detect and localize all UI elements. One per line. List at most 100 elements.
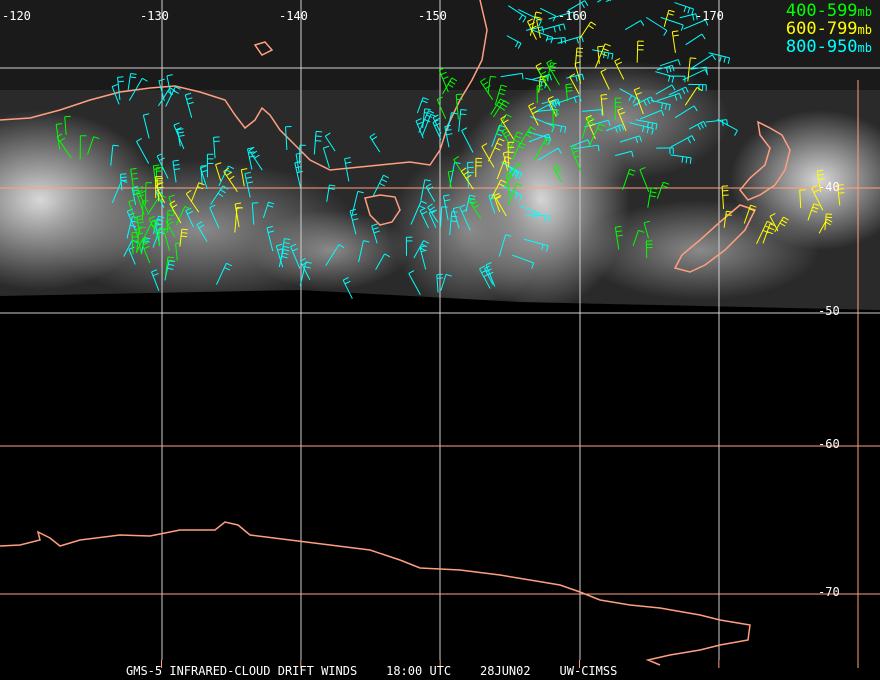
- wind-barb: [467, 162, 469, 188]
- wind-barb-flag: [687, 7, 691, 14]
- wind-barb-flag: [352, 218, 359, 221]
- wind-barb: [668, 86, 686, 96]
- wind-barb-flag: [541, 244, 544, 251]
- wind-barb-flag: [527, 18, 534, 22]
- wind-barb-flag: [246, 181, 253, 184]
- wind-barb: [490, 98, 501, 115]
- wind-barb: [588, 123, 601, 147]
- wind-barb-flag: [290, 243, 297, 247]
- wind-barb-flag: [421, 243, 428, 248]
- wind-barb-flag: [186, 97, 193, 100]
- wind-barb-flag: [701, 33, 706, 40]
- wind-barb-flag: [646, 127, 650, 134]
- wind-barb-flag: [481, 269, 488, 274]
- wind-barb: [743, 205, 752, 224]
- wind-barb-flag: [369, 133, 376, 138]
- wind-barb-flag: [705, 19, 709, 26]
- wind-barb: [130, 169, 135, 195]
- wind-barb-flag: [173, 122, 180, 126]
- wind-barb-flag: [643, 220, 651, 224]
- wind-barb-flag: [469, 197, 475, 202]
- wind-barb-flag: [155, 182, 162, 187]
- wind-barb-flag: [449, 80, 456, 85]
- wind-barb-flag: [167, 221, 174, 225]
- wind-barb-flag: [667, 75, 671, 82]
- wind-barb-flag: [503, 130, 510, 135]
- wind-barb: [539, 7, 556, 17]
- wind-barb-flag: [143, 240, 150, 243]
- wind-barb: [518, 8, 542, 22]
- wind-barb-flag: [505, 113, 512, 118]
- wind-barb-flag: [515, 173, 520, 179]
- wind-barb: [617, 110, 627, 131]
- wind-barb-flag: [152, 273, 159, 277]
- wind-barb-flag: [639, 166, 646, 171]
- wind-barb: [240, 169, 245, 187]
- wind-barb-flag: [372, 227, 379, 230]
- wind-barb: [721, 186, 725, 210]
- wind-barb-flag: [168, 263, 175, 267]
- wind-barb-flag: [473, 204, 480, 209]
- wind-barb: [285, 126, 288, 151]
- wind-barb-flag: [442, 76, 449, 80]
- wind-barb-flag: [137, 218, 144, 221]
- wind-barb-flag: [628, 172, 635, 176]
- wind-barb-flag: [282, 252, 289, 255]
- wind-barb-flag: [496, 142, 503, 147]
- wind-barb-flag: [453, 155, 460, 161]
- wind-barb-flag: [181, 228, 188, 231]
- wind-barb: [547, 62, 552, 81]
- lon-label: -120: [2, 9, 31, 23]
- wind-barb-flag: [552, 102, 557, 109]
- wind-barb-flag: [292, 248, 299, 252]
- wind-barb: [523, 238, 549, 247]
- wind-barb: [295, 153, 300, 173]
- wind-barb-flag: [461, 167, 467, 172]
- wind-barb: [447, 171, 452, 188]
- wind-barb-flag: [557, 147, 562, 154]
- wind-barb-flag: [750, 204, 757, 208]
- wind-barb-flag: [564, 126, 567, 133]
- wind-barb-flag: [417, 121, 424, 125]
- caption-product: GMS-5 INFRARED-CLOUD DRIFT WINDS: [126, 664, 358, 678]
- wind-barb-flag: [695, 13, 698, 20]
- wind-barb: [136, 226, 140, 253]
- wind-barb: [410, 200, 422, 225]
- wind-barb: [447, 112, 453, 131]
- wind-barb-flag: [534, 16, 541, 19]
- wind-barb: [605, 124, 622, 132]
- wind-barb-flag: [304, 266, 311, 269]
- wind-barb-flag: [420, 200, 427, 204]
- wind-barb-flag: [616, 61, 623, 66]
- wind-barb: [442, 77, 453, 95]
- wind-barb: [643, 222, 649, 239]
- wind-barb-flag: [284, 238, 291, 241]
- wind-barb: [136, 141, 150, 164]
- wind-barb-flag: [813, 189, 820, 194]
- wind-barb-flag: [499, 88, 506, 92]
- wind-barb-flag: [498, 138, 505, 142]
- wind-barb: [442, 195, 449, 221]
- wind-barb-flag: [576, 37, 579, 44]
- wind-barb-flag: [611, 53, 614, 60]
- wind-barb-flag: [671, 65, 675, 72]
- wind-barb-flag: [483, 273, 490, 278]
- wind-barb: [807, 203, 815, 221]
- wind-barb: [624, 20, 641, 31]
- wind-barb-flag: [148, 215, 155, 220]
- wind-barb-flag: [241, 168, 248, 171]
- wind-barb-flag: [501, 127, 508, 132]
- wind-barb: [325, 244, 340, 266]
- wind-barb-flag: [220, 189, 226, 194]
- wind-barb-flag: [479, 265, 486, 270]
- wind-barb-flag: [156, 152, 163, 157]
- wind-barb-flag: [325, 132, 331, 137]
- wind-barb-flag: [344, 157, 351, 160]
- wind-barb-flag: [139, 226, 146, 229]
- wind-barb-flag: [172, 159, 179, 162]
- wind-barb: [266, 227, 274, 252]
- wind-barb-flag: [597, 145, 600, 152]
- wind-barb-flag: [601, 52, 607, 57]
- wind-barb-flag: [783, 216, 789, 221]
- wind-barb-flag: [614, 126, 619, 133]
